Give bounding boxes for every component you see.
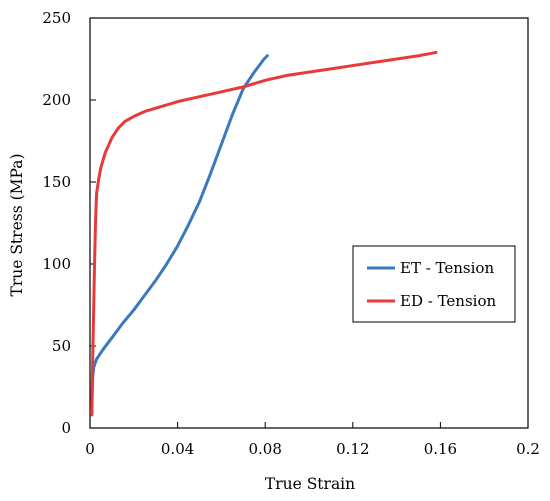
y-tick-label: 150 (42, 173, 71, 191)
x-tick-label: 0.16 (424, 440, 457, 458)
y-axis: 0 50 100 150 200 250 (42, 9, 96, 437)
x-tick-label: 0.08 (248, 440, 281, 458)
y-tick-label: 0 (61, 419, 71, 437)
legend-label: ED - Tension (400, 292, 496, 310)
x-axis-title: True Strain (265, 475, 355, 493)
plot-area-border (89, 17, 529, 429)
x-tick-label: 0 (85, 440, 95, 458)
legend-label: ET - Tension (400, 259, 494, 277)
x-tick-label: 0.04 (161, 440, 194, 458)
plot-frame (89, 17, 529, 429)
y-axis-title: True Stress (MPa) (8, 153, 26, 296)
y-tick-label: 250 (42, 9, 71, 27)
series-line-et-tension (90, 54, 269, 417)
legend-box (352, 245, 516, 323)
y-tick-label: 50 (52, 337, 71, 355)
x-tick-label: 0.12 (336, 440, 369, 458)
series-layer (90, 50, 438, 417)
legend: ET - Tension ED - Tension (352, 245, 516, 323)
y-tick-label: 100 (42, 255, 71, 273)
y-tick-label: 200 (42, 91, 71, 109)
x-axis: 0 0.04 0.08 0.12 0.16 0.2 (85, 422, 540, 458)
x-tick-label: 0.2 (516, 440, 540, 458)
series-line-ed-tension (90, 50, 438, 417)
